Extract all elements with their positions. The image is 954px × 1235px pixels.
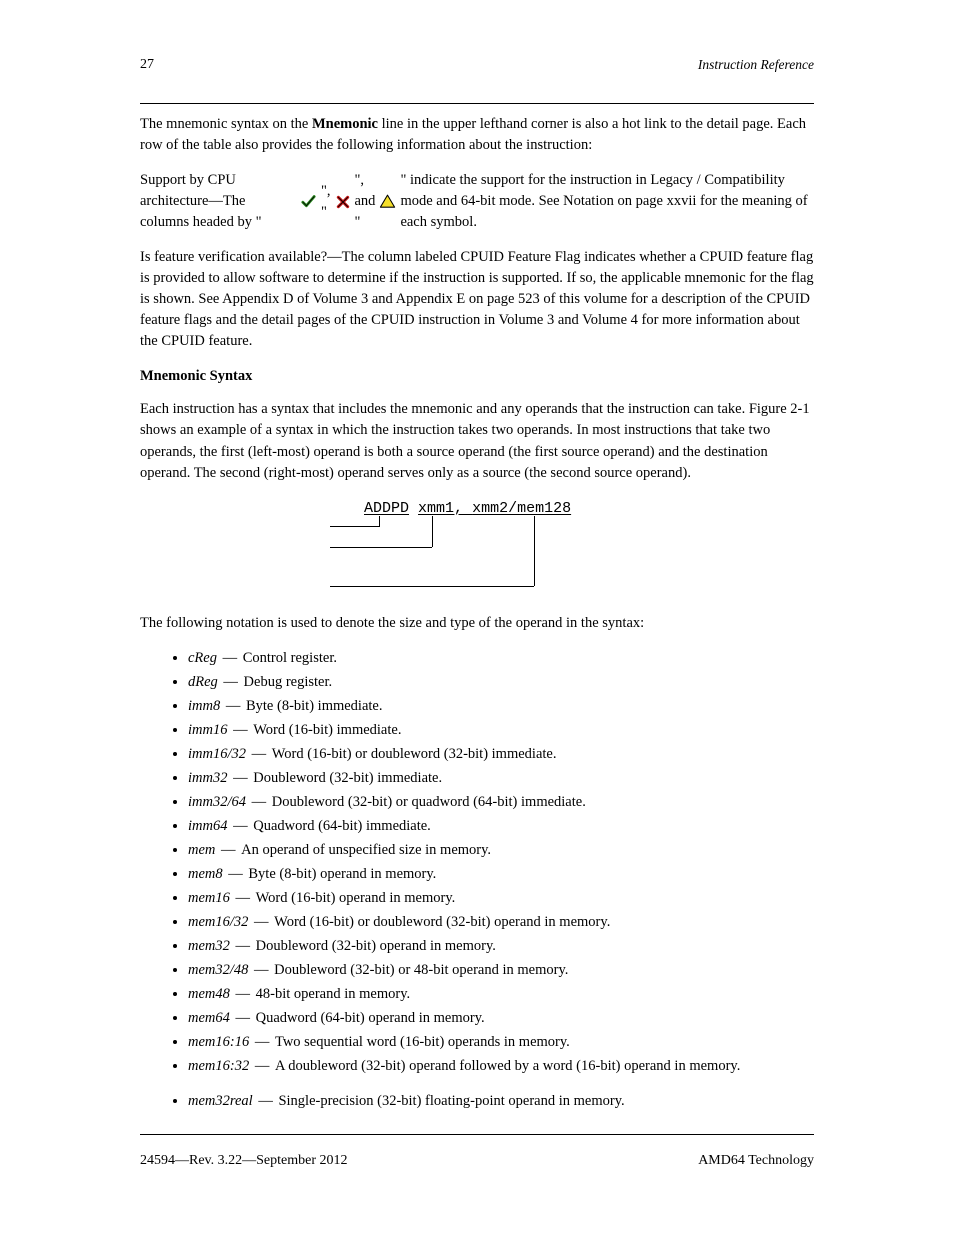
- operand-item: imm32/64 — Doubleword (32-bit) or quadwo…: [188, 792, 814, 813]
- paragraph-ops-intro: The following notation is used to denote…: [140, 613, 814, 634]
- operand-item: dReg — Debug register.: [188, 672, 814, 693]
- operand-item: imm32 — Doubleword (32-bit) immediate.: [188, 768, 814, 789]
- operand-desc: A doubleword (32-bit) operand followed b…: [275, 1058, 740, 1074]
- header-rule: [140, 103, 814, 104]
- operand-item: cReg — Control register.: [188, 648, 814, 669]
- section-heading-mnemonic-syntax: Mnemonic Syntax: [140, 366, 814, 387]
- page-footer: 24594—Rev. 3.22—September 2012 AMD64 Tec…: [140, 1145, 814, 1171]
- operand-item: mem48 — 48-bit operand in memory.: [188, 984, 814, 1005]
- operand-desc: Word (16-bit) or doubleword (32-bit) imm…: [272, 746, 557, 762]
- operand-desc: Two sequential word (16-bit) operands in…: [275, 1034, 570, 1050]
- header-title: Instruction Reference: [698, 55, 814, 75]
- operand-name: mem8: [188, 866, 223, 882]
- operand-item: mem16:32 — A doubleword (32-bit) operand…: [188, 1056, 814, 1077]
- operand-desc: Doubleword (32-bit) or quadword (64-bit)…: [272, 794, 586, 810]
- operand-name: imm8: [188, 698, 220, 714]
- operand-name: mem64: [188, 1010, 230, 1026]
- operand-desc: Byte (8-bit) immediate.: [246, 698, 383, 714]
- paragraph-cpuid: Is feature verification available?—The c…: [140, 247, 814, 352]
- operand-item: mem32 — Doubleword (32-bit) operand in m…: [188, 936, 814, 957]
- operand-desc: Word (16-bit) operand in memory.: [256, 890, 456, 906]
- page: 27 Instruction Reference The mnemonic sy…: [0, 0, 954, 1211]
- operand-item: mem16 — Word (16-bit) operand in memory.: [188, 888, 814, 909]
- x-icon: [335, 193, 351, 210]
- operand-list: cReg — Control register. dReg — Debug reg…: [140, 648, 814, 1077]
- operand-desc: Doubleword (32-bit) immediate.: [253, 770, 442, 786]
- triangle-warning-icon: [379, 193, 396, 210]
- operand-desc: Debug register.: [244, 674, 333, 690]
- operand-item: mem16/32 — Word (16-bit) or doubleword (…: [188, 912, 814, 933]
- footer-right: AMD64 Technology: [698, 1151, 814, 1171]
- operand-desc: Byte (8-bit) operand in memory.: [248, 866, 436, 882]
- footer-rule: [140, 1134, 814, 1135]
- operand-name: imm64: [188, 818, 227, 834]
- operand-list-2: mem32real — Single-precision (32-bit) fl…: [140, 1091, 814, 1112]
- operand-name: imm16/32: [188, 746, 246, 762]
- operand-desc: Doubleword (32-bit) or 48-bit operand in…: [274, 962, 568, 978]
- operand-desc: Doubleword (32-bit) operand in memory.: [256, 938, 496, 954]
- operand-desc: 48-bit operand in memory.: [256, 986, 411, 1002]
- operand-name: cReg: [188, 650, 217, 666]
- paragraph-mnemonic-syntax: Each instruction has a syntax that inclu…: [140, 399, 814, 483]
- paragraph-mnemonic-link: The mnemonic syntax on the Mnemonic line…: [140, 114, 814, 156]
- operand-item: mem64 — Quadword (64-bit) operand in mem…: [188, 1008, 814, 1029]
- footer-left: 24594—Rev. 3.22—September 2012: [140, 1151, 348, 1171]
- operand-name: imm16: [188, 722, 227, 738]
- operand-desc: An operand of unspecified size in memory…: [241, 842, 491, 858]
- check-icon: [300, 193, 317, 210]
- fig-mnemonic: ADDPD: [364, 500, 409, 517]
- operand-desc: Quadword (64-bit) operand in memory.: [256, 1010, 485, 1026]
- operand-name: mem48: [188, 986, 230, 1002]
- header-page-no: 27: [140, 55, 154, 75]
- operand-name: mem32/48: [188, 962, 248, 978]
- figure-mnemonic-syntax: ADDPD xmm1, xmm2/mem128: [322, 498, 632, 593]
- operand-name: mem: [188, 842, 215, 858]
- operand-item: imm8 — Byte (8-bit) immediate.: [188, 696, 814, 717]
- operand-item: imm16 — Word (16-bit) immediate.: [188, 720, 814, 741]
- operand-name: mem32real: [188, 1093, 253, 1109]
- paragraph-cpu-support: Support by CPU architecture—The columns …: [140, 170, 814, 233]
- operand-desc: Single-precision (32-bit) floating-point…: [278, 1093, 624, 1109]
- fig-op2: xmm2/mem128: [472, 500, 571, 517]
- fig-op1: xmm1: [418, 500, 454, 517]
- operand-item: mem8 — Byte (8-bit) operand in memory.: [188, 864, 814, 885]
- operand-desc: Control register.: [243, 650, 337, 666]
- operand-item: imm16/32 — Word (16-bit) or doubleword (…: [188, 744, 814, 765]
- operand-name: mem16/32: [188, 914, 248, 930]
- operand-name: mem16:16: [188, 1034, 249, 1050]
- operand-name: imm32: [188, 770, 227, 786]
- operand-name: mem16:32: [188, 1058, 249, 1074]
- operand-item: mem16:16 — Two sequential word (16-bit) …: [188, 1032, 814, 1053]
- operand-desc: Quadword (64-bit) immediate.: [253, 818, 431, 834]
- operand-desc: Word (16-bit) or doubleword (32-bit) ope…: [274, 914, 610, 930]
- operand-item: imm64 — Quadword (64-bit) immediate.: [188, 816, 814, 837]
- operand-item: mem32/48 — Doubleword (32-bit) or 48-bit…: [188, 960, 814, 981]
- operand-name: mem32: [188, 938, 230, 954]
- operand-desc: Word (16-bit) immediate.: [253, 722, 401, 738]
- page-header: 27 Instruction Reference: [140, 55, 814, 75]
- operand-name: mem16: [188, 890, 230, 906]
- operand-name: imm32/64: [188, 794, 246, 810]
- operand-item: mem — An operand of unspecified size in …: [188, 840, 814, 861]
- operand-item: mem32real — Single-precision (32-bit) fl…: [188, 1091, 814, 1112]
- operand-name: dReg: [188, 674, 218, 690]
